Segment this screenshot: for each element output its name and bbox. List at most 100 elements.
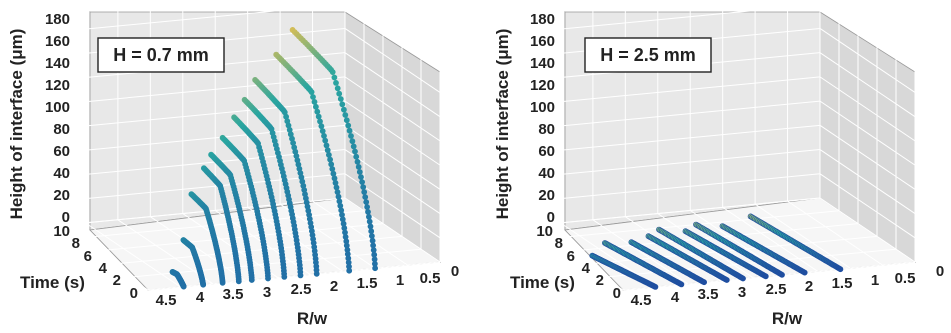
data-point xyxy=(345,122,352,129)
grid-line xyxy=(344,76,441,142)
data-marks xyxy=(169,26,378,290)
grid-line xyxy=(279,203,376,269)
grid-line xyxy=(848,0,916,45)
z-tick-label: 60 xyxy=(538,143,555,160)
grid-line xyxy=(819,173,916,239)
z-tick-label: 40 xyxy=(53,165,70,182)
data-point xyxy=(331,74,338,81)
grid-line xyxy=(527,149,821,179)
grid-line xyxy=(52,197,346,227)
data-point xyxy=(346,267,353,274)
data-point xyxy=(312,103,319,110)
grid-line xyxy=(527,76,821,106)
time-tick-label: 8 xyxy=(555,235,563,252)
data-point xyxy=(318,123,325,130)
grid-line xyxy=(117,219,214,285)
data-point xyxy=(336,90,343,97)
z-tick-labels: 180 160 140 120 100 80 60 40 20 0 xyxy=(45,11,70,226)
data-point xyxy=(367,223,374,230)
data-point xyxy=(355,163,362,170)
data-point xyxy=(678,281,685,288)
r-tick-label: 2.5 xyxy=(766,281,787,298)
data-point xyxy=(740,275,746,282)
time-tick-label: 10 xyxy=(536,223,553,240)
r-tick-label: 3 xyxy=(263,284,271,301)
r-tick-label: 3.5 xyxy=(223,286,244,303)
data-point xyxy=(366,218,373,225)
data-point xyxy=(358,174,364,180)
data-point xyxy=(342,112,349,118)
data-point xyxy=(339,101,346,108)
grid-line xyxy=(527,197,821,227)
z-tick-label: 80 xyxy=(53,121,70,138)
grid-line xyxy=(546,210,840,240)
grid-line xyxy=(819,100,916,166)
r-tick-label: 0 xyxy=(936,263,944,280)
z-tick-label: 140 xyxy=(530,55,555,72)
grid-line xyxy=(689,210,786,275)
data-point xyxy=(364,204,370,210)
data-point xyxy=(363,199,370,205)
annotation-text: H = 2.5 mm xyxy=(600,45,696,65)
r-tick-label: 1 xyxy=(396,272,404,289)
r-tick-label: 0.5 xyxy=(420,270,441,287)
r-tick-labels: 4.5 4 3.5 3 2.5 2 1.5 1 0.5 0 xyxy=(631,263,945,309)
data-point xyxy=(322,137,329,144)
grid-line xyxy=(527,124,821,154)
data-point xyxy=(348,133,354,139)
z-tick-label: 80 xyxy=(538,121,555,138)
data-marks xyxy=(589,213,844,290)
time-tick-label: 4 xyxy=(582,260,591,277)
z-tick-label: 100 xyxy=(45,99,70,116)
r-tick-labels: 4.5 4 3.5 3 2.5 2 1.5 1 0.5 0 xyxy=(156,263,460,309)
data-point xyxy=(317,118,323,125)
data-point xyxy=(248,277,255,283)
grid-line xyxy=(527,0,617,9)
data-point xyxy=(723,277,730,283)
r-tick-label: 1 xyxy=(871,272,879,289)
time-tick-label: 6 xyxy=(567,248,575,265)
annotation-text: H = 0.7 mm xyxy=(113,45,209,65)
r-tick-label: 1.5 xyxy=(832,275,853,292)
data-point xyxy=(333,80,339,86)
data-point xyxy=(180,283,187,290)
grid-line xyxy=(344,3,441,69)
data-point xyxy=(361,189,368,195)
data-point xyxy=(334,85,341,92)
grid-line xyxy=(150,216,246,282)
data-point xyxy=(652,283,659,290)
grid-line xyxy=(622,261,916,291)
data-point xyxy=(313,270,320,277)
time-tick-label: 0 xyxy=(613,285,621,302)
time-axis-label: Time (s) xyxy=(510,273,575,292)
z-tick-label: 20 xyxy=(53,187,70,204)
annotation-box xyxy=(97,37,225,73)
time-tick-labels: 10 8 6 4 2 0 xyxy=(536,223,621,302)
r-tick-label: 3.5 xyxy=(698,286,719,303)
r-tick-label: 0.5 xyxy=(895,270,916,287)
r-tick-label: 4.5 xyxy=(631,292,652,309)
data-point xyxy=(372,265,378,272)
data-point xyxy=(354,158,361,165)
data-point xyxy=(310,94,316,100)
grid-line xyxy=(182,213,279,278)
z-tick-label: 140 xyxy=(45,55,70,72)
grid-line xyxy=(71,210,365,240)
z-tick-label: 120 xyxy=(530,77,555,94)
data-point xyxy=(329,69,336,75)
r-tick-label: 2 xyxy=(330,278,338,295)
grid-line xyxy=(52,76,346,106)
grid-line xyxy=(819,76,916,142)
data-point xyxy=(324,147,331,154)
r-axis-label: R/w xyxy=(297,309,328,328)
grid-line xyxy=(344,100,441,166)
data-point xyxy=(369,237,376,244)
data-point xyxy=(779,271,785,278)
r-tick-label: 4.5 xyxy=(156,292,177,309)
data-point xyxy=(325,151,332,158)
data-point xyxy=(219,279,226,286)
data-point xyxy=(340,106,347,113)
data-point xyxy=(329,166,336,172)
grid-line xyxy=(754,203,851,269)
time-tick-label: 10 xyxy=(53,223,70,240)
